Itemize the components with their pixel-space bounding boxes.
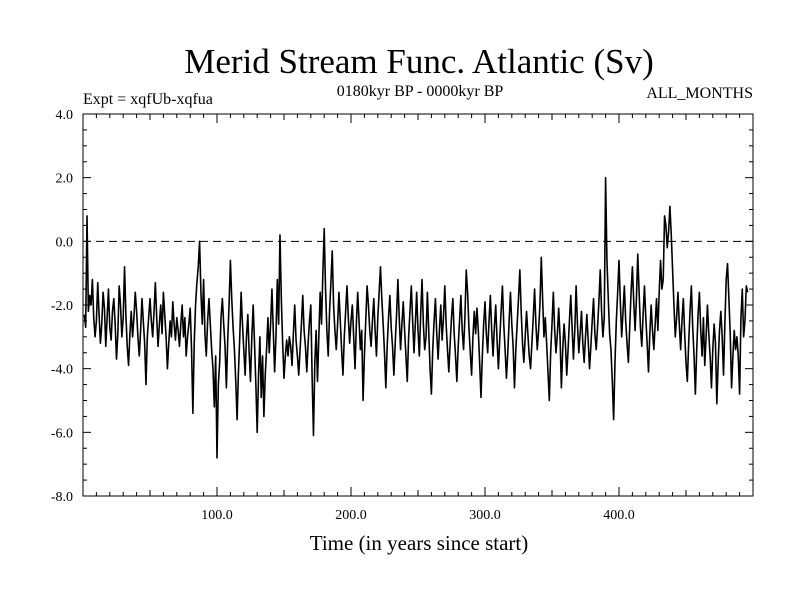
y-tick-label: -2.0 xyxy=(51,299,73,314)
y-tick-label: -4.0 xyxy=(51,363,73,378)
y-tick-label: -6.0 xyxy=(51,426,73,441)
x-tick-label: 300.0 xyxy=(469,508,501,523)
time-range-label: 0180kyr BP - 0000kyr BP xyxy=(337,83,504,100)
y-tick-label: 0.0 xyxy=(56,235,74,250)
y-tick-label: 2.0 xyxy=(56,172,74,187)
y-tick-label: -8.0 xyxy=(51,490,73,505)
chart-title: Merid Stream Func. Atlantic (Sv) xyxy=(184,42,654,81)
plot-area: -8.0 -6.0 -4.0 -2.0 0.0 2.0 4.0 100.0 200.0 300.0… xyxy=(51,108,754,523)
y-tick-label: 4.0 xyxy=(56,108,74,123)
x-tick-label: 400.0 xyxy=(603,508,635,523)
plot-frame xyxy=(82,113,754,497)
experiment-label: Expt = xqfUb-xqfua xyxy=(83,91,213,108)
series-line xyxy=(83,176,749,459)
months-label: ALL_MONTHS xyxy=(646,85,753,102)
x-tick-label: 200.0 xyxy=(335,508,367,523)
x-axis-label: Time (in years since start) xyxy=(310,531,529,555)
x-tick-label: 100.0 xyxy=(201,508,233,523)
